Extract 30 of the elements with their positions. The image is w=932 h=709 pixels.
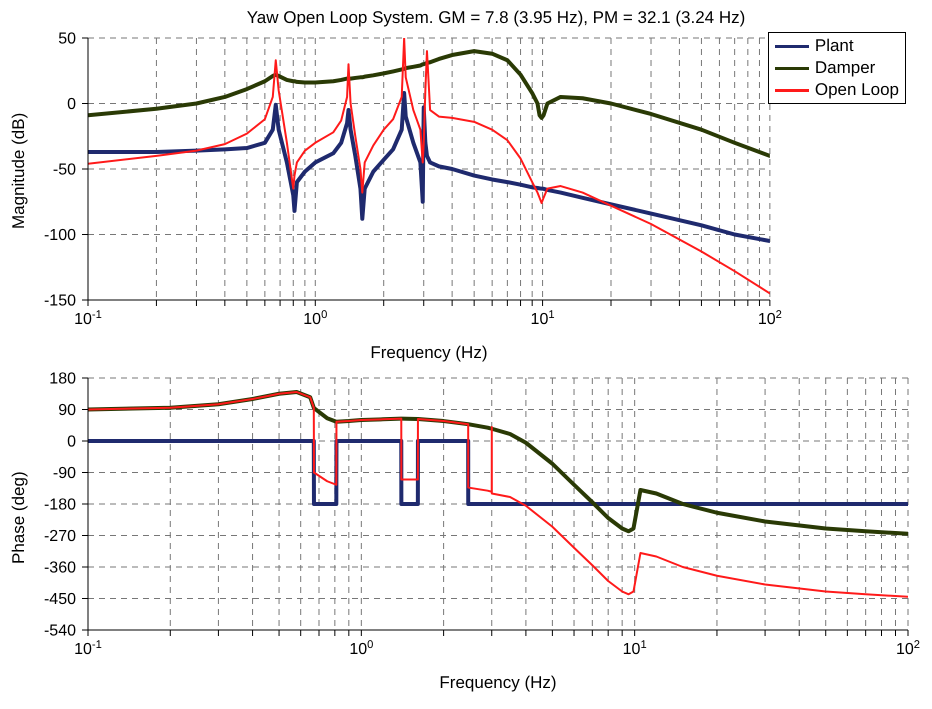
y-tick-label: -270 [44,528,76,546]
y-tick-label: -360 [44,560,76,577]
y-tick-label: -50 [52,162,76,179]
y-tick-label: -100 [44,227,76,244]
x-tick-label: 10$^{-1}$ [74,309,102,328]
legend-label: Open Loop [814,79,899,101]
x-tick-label: 10$^{1}$ [622,639,647,658]
y-tick-label: 0 [67,434,76,451]
y-tick-label: 50 [58,30,76,48]
legend-label: Damper [814,57,876,79]
x-tick-label: 10$^{1}$ [530,309,555,328]
x-tick-label: 10$^{2}$ [896,639,920,658]
x-axis-title: Frequency (Hz) [439,673,557,692]
y-axis-title: Phase (deg) [9,471,28,564]
x-tick-label: 10$^{-1}$ [74,639,102,658]
y-tick-label: -540 [44,622,76,640]
y-tick-label: 180 [49,370,76,388]
y-tick-label: -150 [44,292,76,310]
y-tick-label: -180 [44,496,76,514]
y-tick-label: 90 [58,402,76,420]
y-tick-label: -450 [44,591,76,608]
y-tick-label: -90 [52,465,76,482]
chart-title: Yaw Open Loop System. GM = 7.8 (3.95 Hz), PM = 32.1 (3.24 Hz) [246,8,746,29]
legend-label: Plant [814,35,854,57]
x-tick-label: 10$^{2}$ [758,309,782,328]
x-axis-title: Frequency (Hz) [370,343,488,362]
x-tick-label: 10$^{0}$ [303,309,328,328]
y-axis-title: Magnitude (dB) [9,112,28,229]
y-tick-label: 0 [67,96,76,114]
x-tick-label: 10$^{0}$ [349,639,374,658]
